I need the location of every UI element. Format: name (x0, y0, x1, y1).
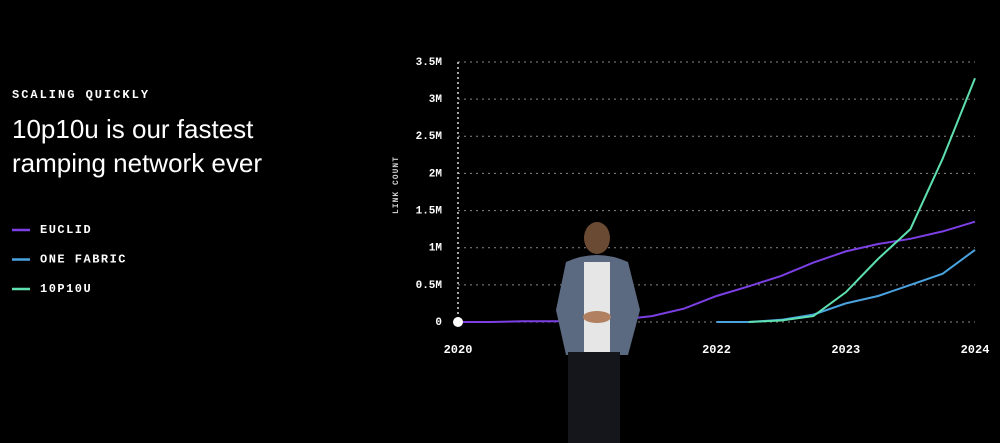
plot: 0 0.5M 1M 1.5M 2M 2.5M 3M 3.5M LINK COUNT 2020 202… (12, 57, 989, 357)
legend-label: 10P10U (40, 282, 92, 296)
y-tick-label: 0 (435, 317, 442, 329)
kicker: SCALING QUICKLY (12, 88, 151, 102)
y-tick-label: 1.5M (416, 205, 443, 217)
series-line (458, 220, 976, 323)
y-tick-label: 2.5M (416, 131, 443, 143)
y-tick-label: 2M (429, 168, 443, 180)
y-axis-label: LINK COUNT (392, 156, 401, 214)
y-tick-label: 3M (429, 94, 443, 106)
x-tick-label: 2020 (444, 343, 473, 357)
speaker (556, 222, 640, 443)
series-line (716, 249, 976, 323)
legend-label: EUCLID (40, 223, 92, 237)
text-panel: SCALING QUICKLY 10p10u is our fastest ra… (12, 88, 312, 180)
x-tick-label: 2022 (702, 343, 731, 357)
y-tick-label: 3.5M (416, 57, 443, 69)
y-tick-label: 1M (429, 243, 443, 255)
x-tick-label: 2024 (961, 343, 990, 357)
y-tick-label: 0.5M (416, 280, 443, 292)
x-tick-label: 2023 (831, 343, 860, 357)
origin-dot (453, 317, 463, 327)
slide-title: 10p10u is our fastest ramping network ev… (12, 114, 262, 178)
legend-label: ONE FABRIC (40, 253, 127, 267)
series-line (748, 77, 976, 323)
